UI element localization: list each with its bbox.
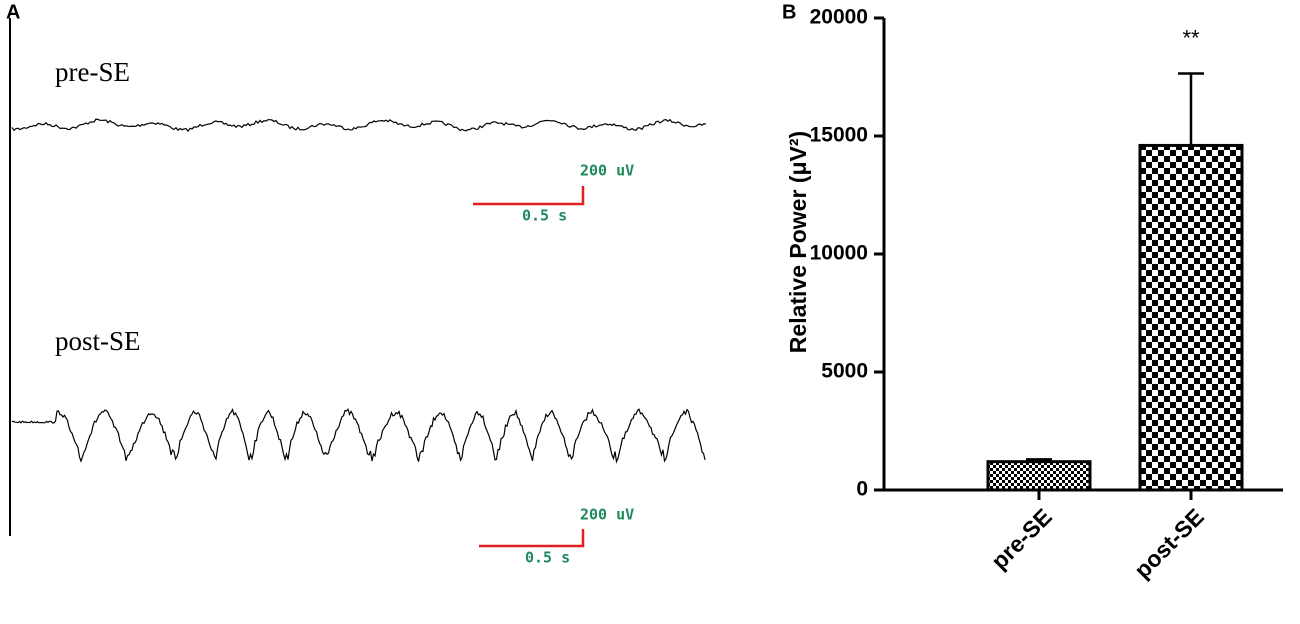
scale-y-label: 200 uV (580, 162, 634, 180)
scale-bar (473, 186, 585, 206)
bar (986, 460, 1092, 492)
bar (1138, 143, 1244, 492)
eeg-trace (11, 118, 707, 133)
scale-y-label: 200 uV (580, 506, 634, 524)
y-tick-label: 20000 (810, 6, 868, 29)
panel-label: B (782, 1, 796, 23)
trace-label: post-SE (55, 326, 141, 356)
y-tick-label: 0 (856, 478, 868, 501)
y-tick-label: 5000 (821, 360, 868, 383)
y-tick-label: 15000 (810, 124, 868, 147)
scale-x-label: 0.5 s (525, 549, 570, 567)
x-tick-label: post-SE (1129, 503, 1209, 583)
y-axis-title: Relative Power (μV²) (785, 131, 811, 353)
scale-bar (479, 529, 585, 548)
x-tick-label: pre-SE (986, 503, 1057, 574)
panel-label: A (6, 1, 20, 23)
scale-x-label: 0.5 s (522, 207, 567, 225)
trace-label: pre-SE (55, 57, 130, 87)
y-tick-label: 10000 (810, 242, 868, 265)
eeg-trace (11, 407, 706, 464)
significance-label: ** (1182, 25, 1200, 50)
